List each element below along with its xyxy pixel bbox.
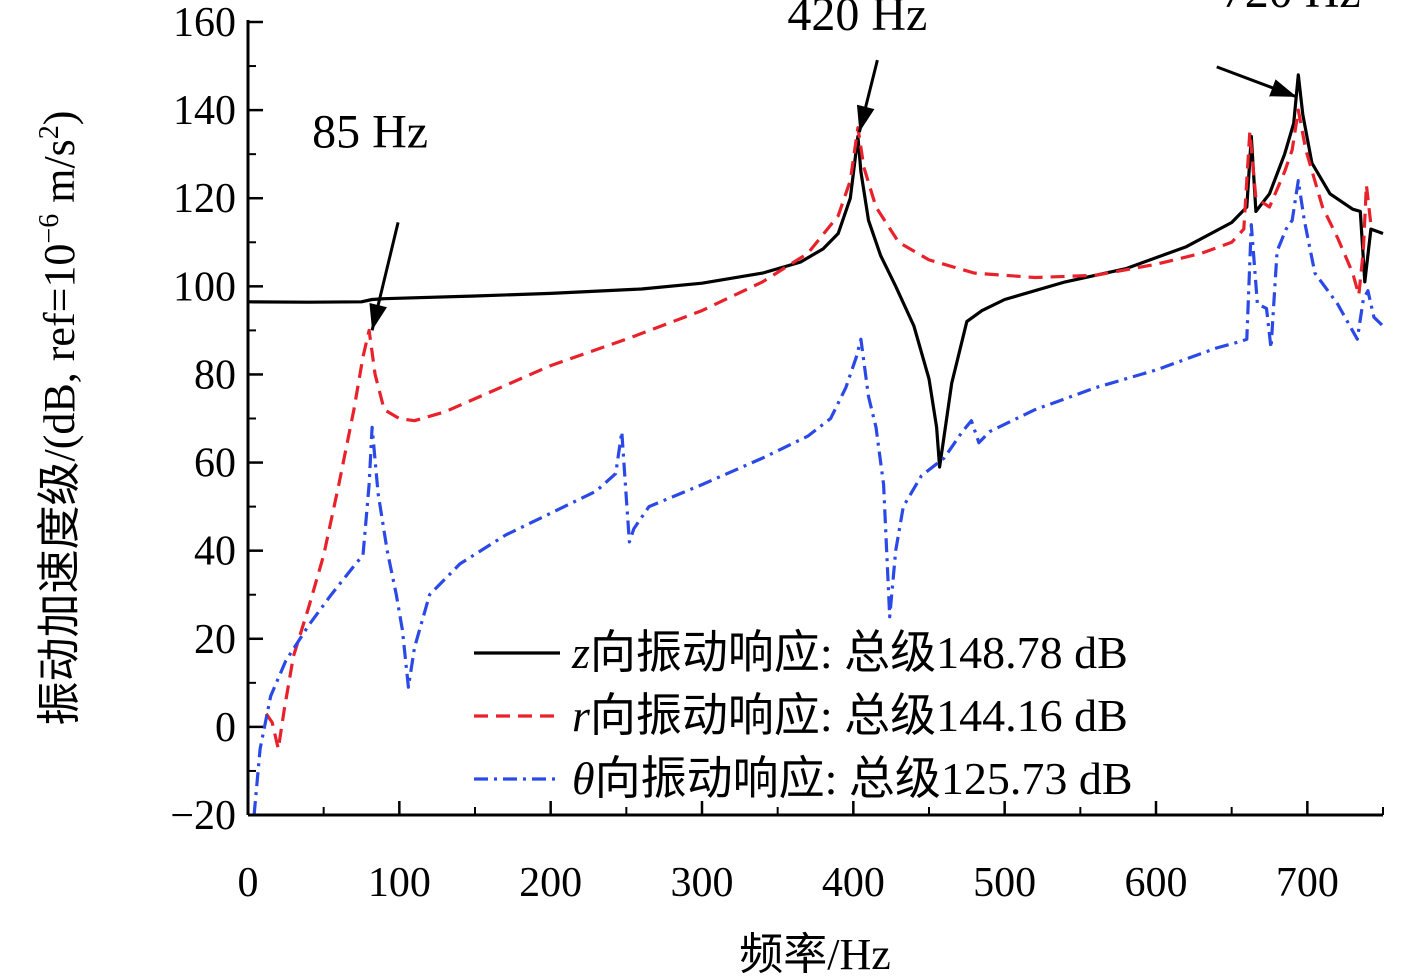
- y-tick-label: 160: [173, 0, 236, 46]
- y-tick-label: 0: [215, 705, 236, 751]
- annotation-arrowhead: [1269, 79, 1297, 97]
- x-tick-label: 0: [238, 860, 259, 906]
- series-line-1: [264, 108, 1373, 751]
- series-line-0: [247, 73, 1384, 469]
- y-tick-label: 140: [173, 88, 236, 134]
- y-tick-label: 80: [194, 352, 236, 398]
- x-tick-label: 200: [519, 860, 582, 906]
- legend-label-z: z向振动响应: 总级148.78 dB: [571, 627, 1128, 678]
- y-tick-label: 40: [194, 529, 236, 575]
- annotations: 85 Hz 420 Hz 720 Hz: [312, 0, 1361, 331]
- annotation-label: 85 Hz: [312, 105, 428, 158]
- x-tick-label: 300: [671, 860, 734, 906]
- x-tick-label: 600: [1125, 860, 1188, 906]
- annotation-label: 720 Hz: [1221, 0, 1361, 18]
- y-tick-label: −20: [170, 793, 236, 839]
- legend-label-r: r向振动响应: 总级144.16 dB: [572, 690, 1128, 741]
- plot-lines: [247, 73, 1385, 816]
- x-tick-label: 500: [973, 860, 1036, 906]
- legend: z向振动响应: 总级148.78 dB r向振动响应: 总级144.16 dB …: [474, 627, 1133, 804]
- y-tick-label: 100: [173, 264, 236, 310]
- annotation-arrowhead: [369, 303, 387, 331]
- annotation-label: 420 Hz: [787, 0, 927, 41]
- x-axis-title: 频率/Hz: [739, 930, 891, 977]
- series-line-2: [252, 179, 1385, 816]
- legend-label-theta: θ向振动响应: 总级125.73 dB: [572, 753, 1133, 804]
- x-tick-label: 400: [822, 860, 885, 906]
- x-tick-label: 100: [368, 860, 431, 906]
- y-tick-label: 120: [173, 176, 236, 222]
- y-tick-label: 20: [194, 617, 236, 663]
- y-tick-label: 60: [194, 441, 236, 487]
- x-tick-label: 700: [1276, 860, 1339, 906]
- y-axis-title: 振动加速度级/(dB, ref=10−6 m/s2): [34, 111, 84, 726]
- annotation-arrowhead: [856, 104, 875, 133]
